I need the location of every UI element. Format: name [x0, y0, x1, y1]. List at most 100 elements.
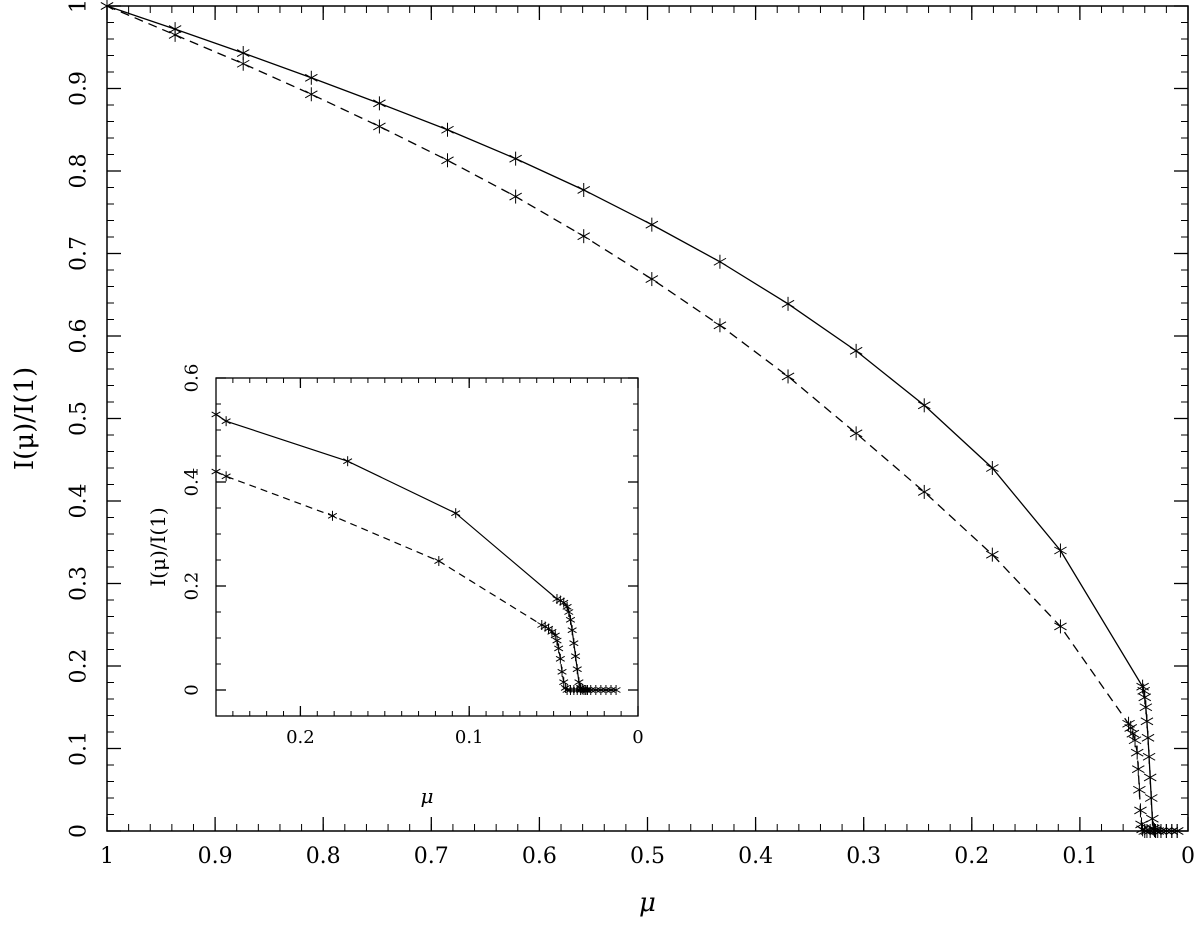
asterisk-stroke	[1134, 806, 1147, 815]
inset-chart-series-1-point	[564, 607, 574, 617]
main-chart-series-1-point	[1139, 700, 1153, 715]
asterisk-stroke	[559, 599, 569, 606]
main-chart-series-1-point	[1142, 749, 1156, 764]
asterisk-stroke	[611, 687, 621, 693]
main-chart-series-2-point	[373, 119, 386, 134]
asterisk-stroke	[1122, 719, 1135, 728]
asterisk-stroke	[343, 458, 353, 465]
main-chart-series-1-point	[781, 296, 795, 311]
asterisk-stroke	[1124, 723, 1138, 732]
inset-chart-series-2-point	[221, 471, 231, 482]
main-chart-x-tick-label: 0.4	[738, 844, 773, 869]
asterisk-stroke	[1138, 827, 1152, 835]
main-chart-x-tick-label: 0.3	[846, 844, 881, 869]
main-chart-series-2-point	[1122, 716, 1135, 731]
main-chart-y-tick-label: 0.1	[67, 731, 92, 766]
inset-chart-series-1-point	[567, 625, 577, 636]
main-chart-series-1-point	[304, 70, 318, 85]
asterisk-stroke	[1126, 729, 1140, 738]
asterisk-stroke	[557, 668, 567, 675]
asterisk-stroke	[1139, 703, 1153, 712]
asterisk-stroke	[509, 192, 522, 201]
inset-chart-frame	[215, 377, 639, 717]
asterisk-stroke	[565, 616, 576, 623]
main-chart-x-tick-label: 0.6	[522, 844, 557, 869]
inset-chart-series-1-point	[569, 638, 579, 649]
inset-chart-series-2-point	[559, 677, 569, 688]
main-chart-x-tick-label: 0.1	[1062, 844, 1097, 869]
asterisk-stroke	[560, 684, 571, 691]
asterisk-stroke	[1136, 682, 1149, 691]
main-chart-series-1-point	[577, 182, 591, 197]
main-chart-y-axis-label: I(μ)/I(1)	[10, 367, 40, 470]
main-chart-x-tick-label: 0	[1181, 844, 1195, 869]
asterisk-stroke	[781, 299, 795, 308]
main-chart-y-tick-label: 0	[67, 824, 92, 838]
inset-chart-series-2-point	[552, 635, 562, 646]
asterisk-stroke	[645, 275, 659, 284]
main-chart-series-1-point	[917, 398, 931, 413]
main-chart-y-tick-label: 0.5	[67, 401, 92, 436]
asterisk-stroke	[555, 655, 565, 662]
inset-chart-series-2-point	[211, 466, 221, 477]
main-chart-series-1-point	[1138, 690, 1152, 705]
main-chart-series-2-point	[577, 229, 591, 244]
asterisk-stroke	[236, 49, 250, 57]
asterisk-stroke	[1131, 765, 1145, 774]
asterisk-stroke	[509, 154, 522, 163]
asterisk-stroke	[1160, 827, 1173, 835]
main-chart-x-tick-label: 0.8	[306, 844, 341, 869]
main-chart-x-tick-label: 0.5	[630, 844, 665, 869]
main-chart-y-tick-label: 0.2	[67, 649, 92, 684]
inset-chart-background	[216, 378, 638, 716]
main-chart-y-tick-label: 0.9	[67, 71, 92, 106]
main-chart-series-1-point	[1137, 683, 1151, 698]
main-chart-series-2-point	[168, 27, 182, 42]
main-chart-series-2-point	[1154, 824, 1168, 838]
inset-chart-x-tick-label: 0.2	[286, 727, 315, 748]
inset-chart-series-2-point	[550, 630, 560, 641]
asterisk-stroke	[1154, 827, 1168, 835]
main-chart-series-2-point	[1126, 726, 1140, 741]
inset-chart-series-1-point	[572, 664, 582, 675]
asterisk-stroke	[582, 687, 592, 693]
main-chart-x-tick-label: 0.2	[954, 844, 989, 869]
inset-chart-series-1-point	[574, 677, 584, 688]
inset-chart-series-2-point	[582, 685, 592, 695]
asterisk-stroke	[1165, 827, 1179, 835]
main-chart-series-1-point	[1143, 770, 1157, 785]
main-chart-x-tick-label: 0.7	[414, 844, 449, 869]
asterisk-stroke	[221, 418, 231, 425]
asterisk-stroke	[569, 640, 579, 647]
asterisk-stroke	[168, 30, 182, 39]
main-chart-series-1-point	[1144, 791, 1158, 805]
main-chart-y-tick-label: 0.8	[67, 154, 92, 189]
asterisk-stroke	[986, 550, 999, 559]
main-chart-series-1-point	[509, 151, 522, 166]
inset-chart-y-tick-label: 0.4	[182, 468, 203, 497]
asterisk-stroke	[441, 125, 454, 134]
main-chart-x-tick-label: 0.9	[198, 844, 233, 869]
asterisk-stroke	[781, 372, 795, 381]
inset-chart-series-2-point	[434, 556, 444, 567]
main-chart-x-axis-label: μ	[639, 888, 656, 918]
asterisk-stroke	[221, 473, 231, 480]
asterisk-stroke	[451, 510, 461, 517]
main-chart-series-2-point	[781, 369, 795, 384]
asterisk-stroke	[1140, 717, 1154, 726]
main-chart-y-tick-label: 0.6	[67, 319, 92, 354]
main-chart-series-2-point	[1134, 803, 1147, 818]
asterisk-stroke	[559, 679, 569, 686]
asterisk-stroke	[1054, 546, 1067, 555]
asterisk-stroke	[1149, 827, 1162, 835]
main-chart-series-2-point	[1160, 824, 1173, 838]
asterisk-stroke	[441, 156, 454, 165]
main-chart-x-tick-label: 1	[100, 844, 114, 869]
main-chart-series-2-point	[1128, 733, 1142, 748]
inset-chart-x-axis-label: μ	[421, 784, 434, 808]
asterisk-stroke	[986, 464, 999, 472]
inset-chart-series-2-point	[327, 510, 338, 521]
asterisk-stroke	[1133, 785, 1146, 794]
main-chart-series-2-point	[441, 153, 454, 168]
